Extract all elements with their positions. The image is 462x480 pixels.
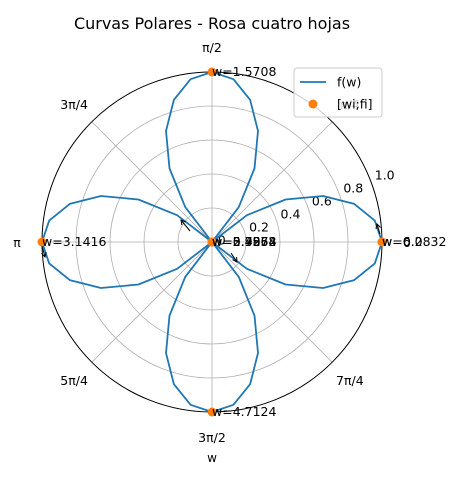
legend-marker-swatch	[308, 99, 318, 109]
point-label-7: w=5.4978	[212, 234, 276, 249]
r-gridline-4	[75, 105, 349, 379]
theta-gridline-7	[211, 241, 333, 363]
theta-gridline-5	[91, 241, 213, 363]
theta-tick-label-6: 3π/2	[198, 430, 226, 445]
theta-tick-label-7: 7π/4	[336, 373, 364, 388]
arrow-left-point-shaft	[41, 245, 46, 258]
theta-tick-label-4: π	[13, 235, 21, 250]
scatter-point-7	[207, 237, 217, 247]
x-axis-label: w	[207, 451, 217, 465]
scatter-point-4	[37, 237, 47, 247]
arrow-right-point-shaft	[376, 223, 381, 235]
theta-tick-label-2: π/2	[202, 40, 222, 55]
r-gridline-2	[143, 173, 281, 311]
legend-label-series-2: [wi;fi]	[337, 97, 373, 112]
r-tick-label-5: 1.0	[375, 167, 395, 182]
point-label-3: w=2.3562	[212, 234, 276, 249]
series-layer	[37, 67, 387, 417]
annotation-layer: w=0.0 w=0.7854 w=1.5708 w=2.3562 w=3.1416 w=3…	[41, 64, 446, 419]
theta-tick-label-3: 3π/4	[60, 97, 88, 112]
legend-label-series-1: f(w)	[337, 75, 361, 90]
theta-tick-label-5: 5π/4	[60, 373, 88, 388]
arrow-center-upper-left-shaft	[180, 219, 191, 232]
arrow-center-upper-left-head	[180, 219, 186, 226]
arrow-left-point-head	[41, 252, 47, 259]
scatter-point-6	[207, 407, 217, 417]
arrow-left-point	[41, 245, 47, 259]
theta-gridline-1	[211, 121, 333, 243]
chart-title: Curvas Polares - Rosa cuatro hojas	[74, 14, 350, 33]
point-label-4: w=3.1416	[42, 234, 106, 249]
r-tick-label-2: 0.4	[281, 206, 301, 221]
scatter-point-2	[207, 67, 217, 77]
arrow-center-lower-right-shaft	[230, 252, 238, 263]
theta-tick-label-0: 0	[403, 235, 411, 250]
arrow-center-upper-left	[180, 219, 191, 232]
theta-gridline-3	[91, 121, 213, 243]
arrow-center-lower-right	[230, 252, 238, 263]
arrow-center-lower-right-head	[232, 256, 238, 263]
r-gridline-1	[177, 207, 247, 277]
arrow-right-point	[375, 223, 381, 235]
point-label-2: w=1.5708	[212, 64, 276, 79]
point-label-5: w=3.927	[212, 234, 268, 249]
point-label-0: w=0.0	[382, 234, 423, 249]
point-label-1: w=0.7854	[212, 234, 276, 249]
point-label-8: w=6.2832	[382, 234, 446, 249]
scatter-point-8	[377, 237, 387, 247]
r-gridline-3	[109, 139, 315, 345]
r-tick-label-0: 0	[218, 232, 226, 247]
point-label-6: w=4.7124	[212, 404, 276, 419]
arrow-right-point-head	[375, 223, 381, 229]
legend: f(w) [wi;fi]	[293, 67, 383, 118]
r-tick-label-4: 0.8	[343, 180, 363, 195]
r-tick-label-1: 0.2	[249, 219, 269, 234]
